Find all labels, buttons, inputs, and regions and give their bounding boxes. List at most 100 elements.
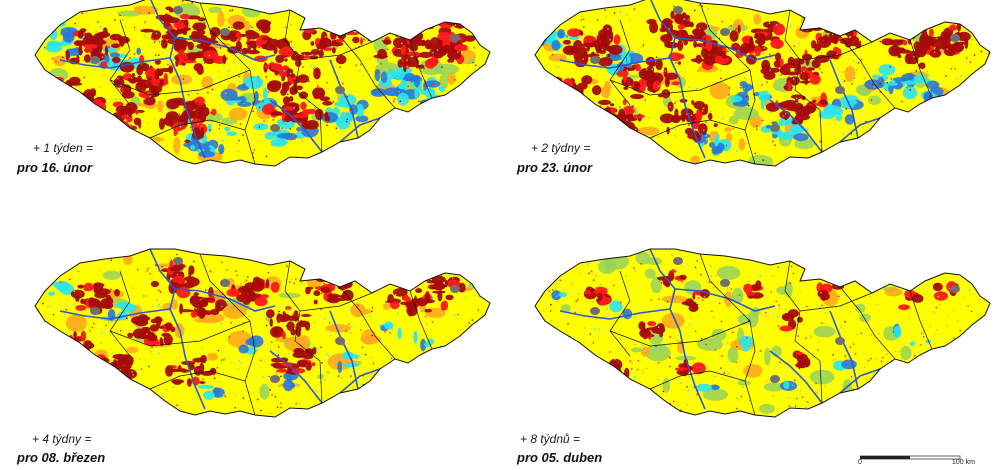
region-border: [109, 69, 251, 96]
city-area: [770, 375, 780, 383]
region-border: [784, 260, 823, 404]
scale-zero-label: 0: [858, 459, 862, 466]
region-border: [909, 39, 933, 99]
city-area: [720, 28, 730, 36]
country-border: [534, 0, 991, 167]
region-border: [299, 41, 373, 61]
river-line: [829, 59, 859, 139]
river-line: [59, 57, 171, 69]
region-border: [909, 290, 933, 350]
city-area: [835, 337, 845, 345]
soil-moisture-map: [34, 0, 491, 167]
city-area: [835, 86, 845, 94]
river-line: [269, 99, 323, 153]
city-area: [673, 257, 683, 265]
river-line: [339, 117, 381, 143]
city-area: [220, 279, 230, 287]
region-border: [284, 9, 323, 153]
region-border: [799, 292, 873, 312]
region-border: [609, 19, 631, 106]
forecast-date-label: pro 08. březen: [17, 450, 106, 465]
forecast-offset-label: + 4 týdny =: [32, 432, 92, 446]
city-area: [720, 279, 730, 287]
region-border: [109, 19, 131, 106]
region-border: [299, 292, 373, 312]
region-border: [839, 35, 896, 109]
country-border: [534, 248, 991, 418]
region-border: [799, 41, 873, 61]
forecast-date-label: pro 05. duben: [517, 450, 603, 465]
river-line: [149, 0, 206, 159]
city-area: [770, 124, 780, 132]
region-border: [609, 270, 631, 357]
river-line: [649, 249, 706, 410]
river-line: [329, 310, 359, 390]
soil-moisture-map: [34, 248, 491, 418]
river-line: [674, 37, 776, 61]
city-area: [590, 307, 600, 315]
city-area: [220, 28, 230, 36]
city-area: [950, 285, 960, 293]
region-border: [149, 119, 246, 139]
city-area: [673, 6, 683, 14]
river-line: [839, 117, 881, 143]
region-border: [339, 286, 396, 360]
city-area: [450, 34, 460, 42]
forecast-offset-label: + 1 týden =: [33, 141, 94, 155]
river-line: [769, 99, 823, 153]
scale-distance-label: 100 km: [952, 459, 975, 466]
city-area: [335, 86, 345, 94]
forecast-date-label: pro 23. únor: [517, 160, 593, 175]
country-border: [34, 248, 491, 418]
forecast-panel-2weeks: + 2 týdny = pro 23. únor: [500, 0, 1000, 235]
region-border: [609, 320, 751, 347]
river-line: [649, 0, 706, 159]
city-area: [173, 6, 183, 14]
moisture-raster: [35, 249, 490, 417]
scale-bar: 0 100 km: [858, 455, 975, 469]
moisture-raster: [535, 0, 990, 166]
city-area: [270, 124, 280, 132]
city-area: [590, 56, 600, 64]
region-border: [409, 290, 433, 350]
city-area: [173, 257, 183, 265]
soil-moisture-map: [534, 248, 991, 418]
river-line: [769, 350, 823, 404]
region-border: [649, 370, 746, 390]
city-area: [90, 56, 100, 64]
moisture-raster: [535, 249, 990, 417]
forecast-panel-4weeks: + 4 týdny = pro 08. březen: [0, 235, 500, 470]
city-area: [270, 375, 280, 383]
region-border: [409, 39, 433, 99]
forecast-offset-label: + 8 týdnů =: [520, 432, 581, 446]
forecast-panel-8weeks: + 8 týdnů = pro 05. duben: [500, 235, 1000, 470]
city-area: [90, 307, 100, 315]
city-area: [335, 337, 345, 345]
region-border: [609, 69, 751, 96]
region-border: [839, 286, 896, 360]
river-line: [174, 37, 276, 61]
region-border: [109, 320, 251, 347]
city-area: [450, 285, 460, 293]
country-border: [34, 0, 491, 167]
river-line: [674, 288, 776, 312]
river-line: [269, 350, 323, 404]
city-area: [950, 34, 960, 42]
river-line: [329, 59, 359, 139]
forecast-date-label: pro 16. únor: [17, 160, 93, 175]
river-line: [174, 288, 276, 312]
region-border: [649, 119, 746, 139]
soil-moisture-map: [534, 0, 991, 167]
river-line: [829, 310, 859, 390]
scale-bar-graphic: [860, 455, 961, 460]
river-line: [559, 57, 671, 69]
moisture-raster: [35, 0, 490, 166]
region-border: [284, 260, 323, 404]
region-border: [149, 370, 246, 390]
forecast-offset-label: + 2 týdny =: [531, 141, 591, 155]
river-line: [839, 368, 881, 394]
region-border: [109, 270, 131, 357]
region-border: [784, 9, 823, 153]
region-border: [339, 35, 396, 109]
